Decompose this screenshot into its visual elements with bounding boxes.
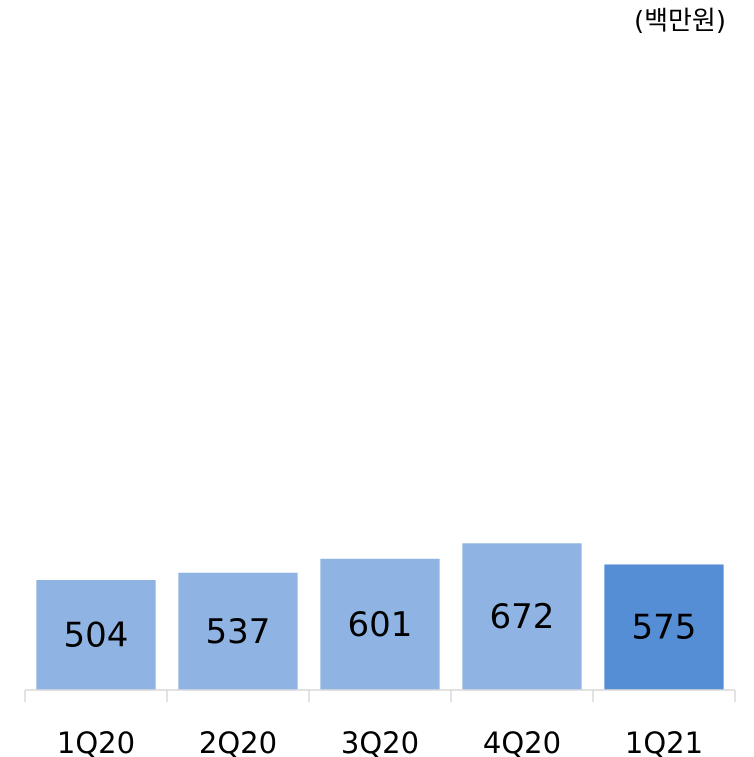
data-label: 601: [348, 605, 413, 645]
x-tick-label: 1Q21: [625, 726, 703, 757]
data-label: 537: [206, 612, 271, 652]
unit-label: (백만원): [634, 7, 726, 37]
x-tick-label: 2Q20: [199, 726, 277, 757]
data-label: 575: [632, 608, 697, 648]
bar: [178, 572, 298, 690]
data-label: 672: [490, 597, 555, 637]
x-tick-label: 1Q20: [57, 726, 135, 757]
x-tick-label: 4Q20: [483, 726, 561, 757]
data-label: 504: [64, 615, 129, 655]
bar: [36, 579, 156, 690]
bar: [462, 543, 582, 690]
bar: [604, 564, 724, 690]
x-tick-label: 3Q20: [341, 726, 419, 757]
bar: [320, 558, 440, 690]
